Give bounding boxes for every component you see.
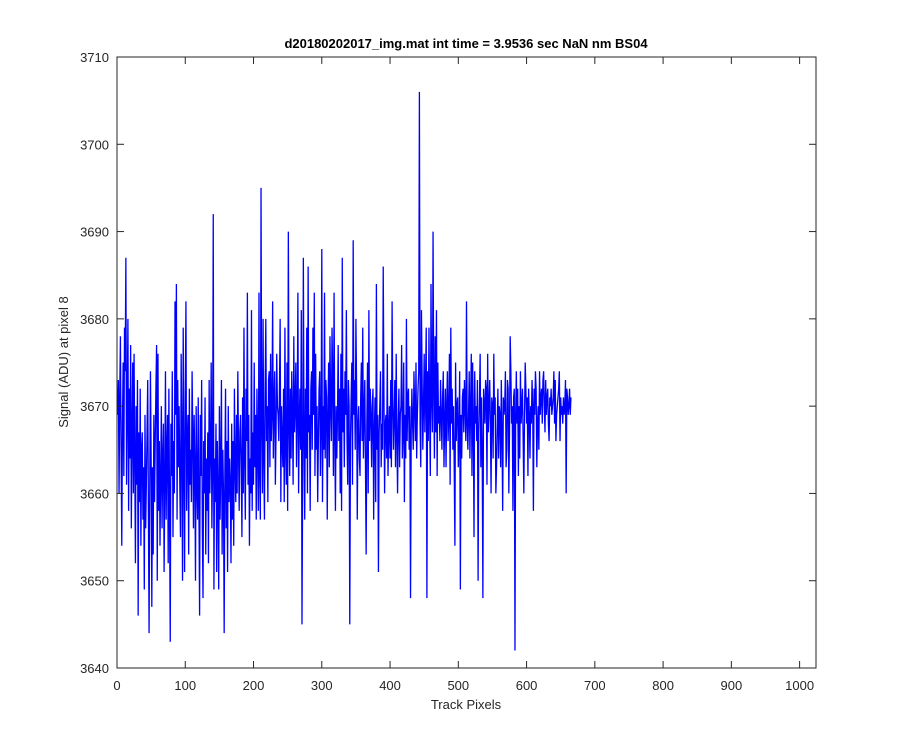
y-tick-label: 3650 xyxy=(80,574,109,589)
x-tick-label: 500 xyxy=(447,678,469,693)
y-tick-label: 3690 xyxy=(80,225,109,240)
y-tick-label: 3700 xyxy=(80,137,109,152)
x-tick-label: 400 xyxy=(379,678,401,693)
y-tick-label: 3640 xyxy=(80,661,109,676)
plot-frame xyxy=(116,56,817,669)
data-layer xyxy=(117,91,572,651)
x-tick-label: 1000 xyxy=(785,678,814,693)
series-line-1 xyxy=(117,91,572,651)
y-tick-label: 3710 xyxy=(80,50,109,65)
x-tick-label: 200 xyxy=(243,678,265,693)
x-tick-label: 700 xyxy=(584,678,606,693)
x-tick-label: 800 xyxy=(652,678,674,693)
x-tick-label: 100 xyxy=(174,678,196,693)
y-tick-label: 3660 xyxy=(80,486,109,501)
y-tick-label: 3680 xyxy=(80,312,109,327)
y-axis-ticks: 3640 3650 3660 3670 3680 3690 3700 3710 xyxy=(80,50,816,676)
x-tick-label: 900 xyxy=(721,678,743,693)
x-tick-label: 0 xyxy=(113,678,120,693)
x-tick-label: 600 xyxy=(516,678,538,693)
y-axis-label: Signal (ADU) at pixel 8 xyxy=(56,296,71,428)
chart-title: d20180202017_img.mat int time = 3.9536 s… xyxy=(284,36,648,51)
x-axis-ticks: 0 100 200 300 400 500 600 700 800 900 1000 xyxy=(113,57,814,693)
x-axis-label: Track Pixels xyxy=(431,697,502,712)
x-tick-label: 300 xyxy=(311,678,333,693)
y-tick-label: 3670 xyxy=(80,399,109,414)
